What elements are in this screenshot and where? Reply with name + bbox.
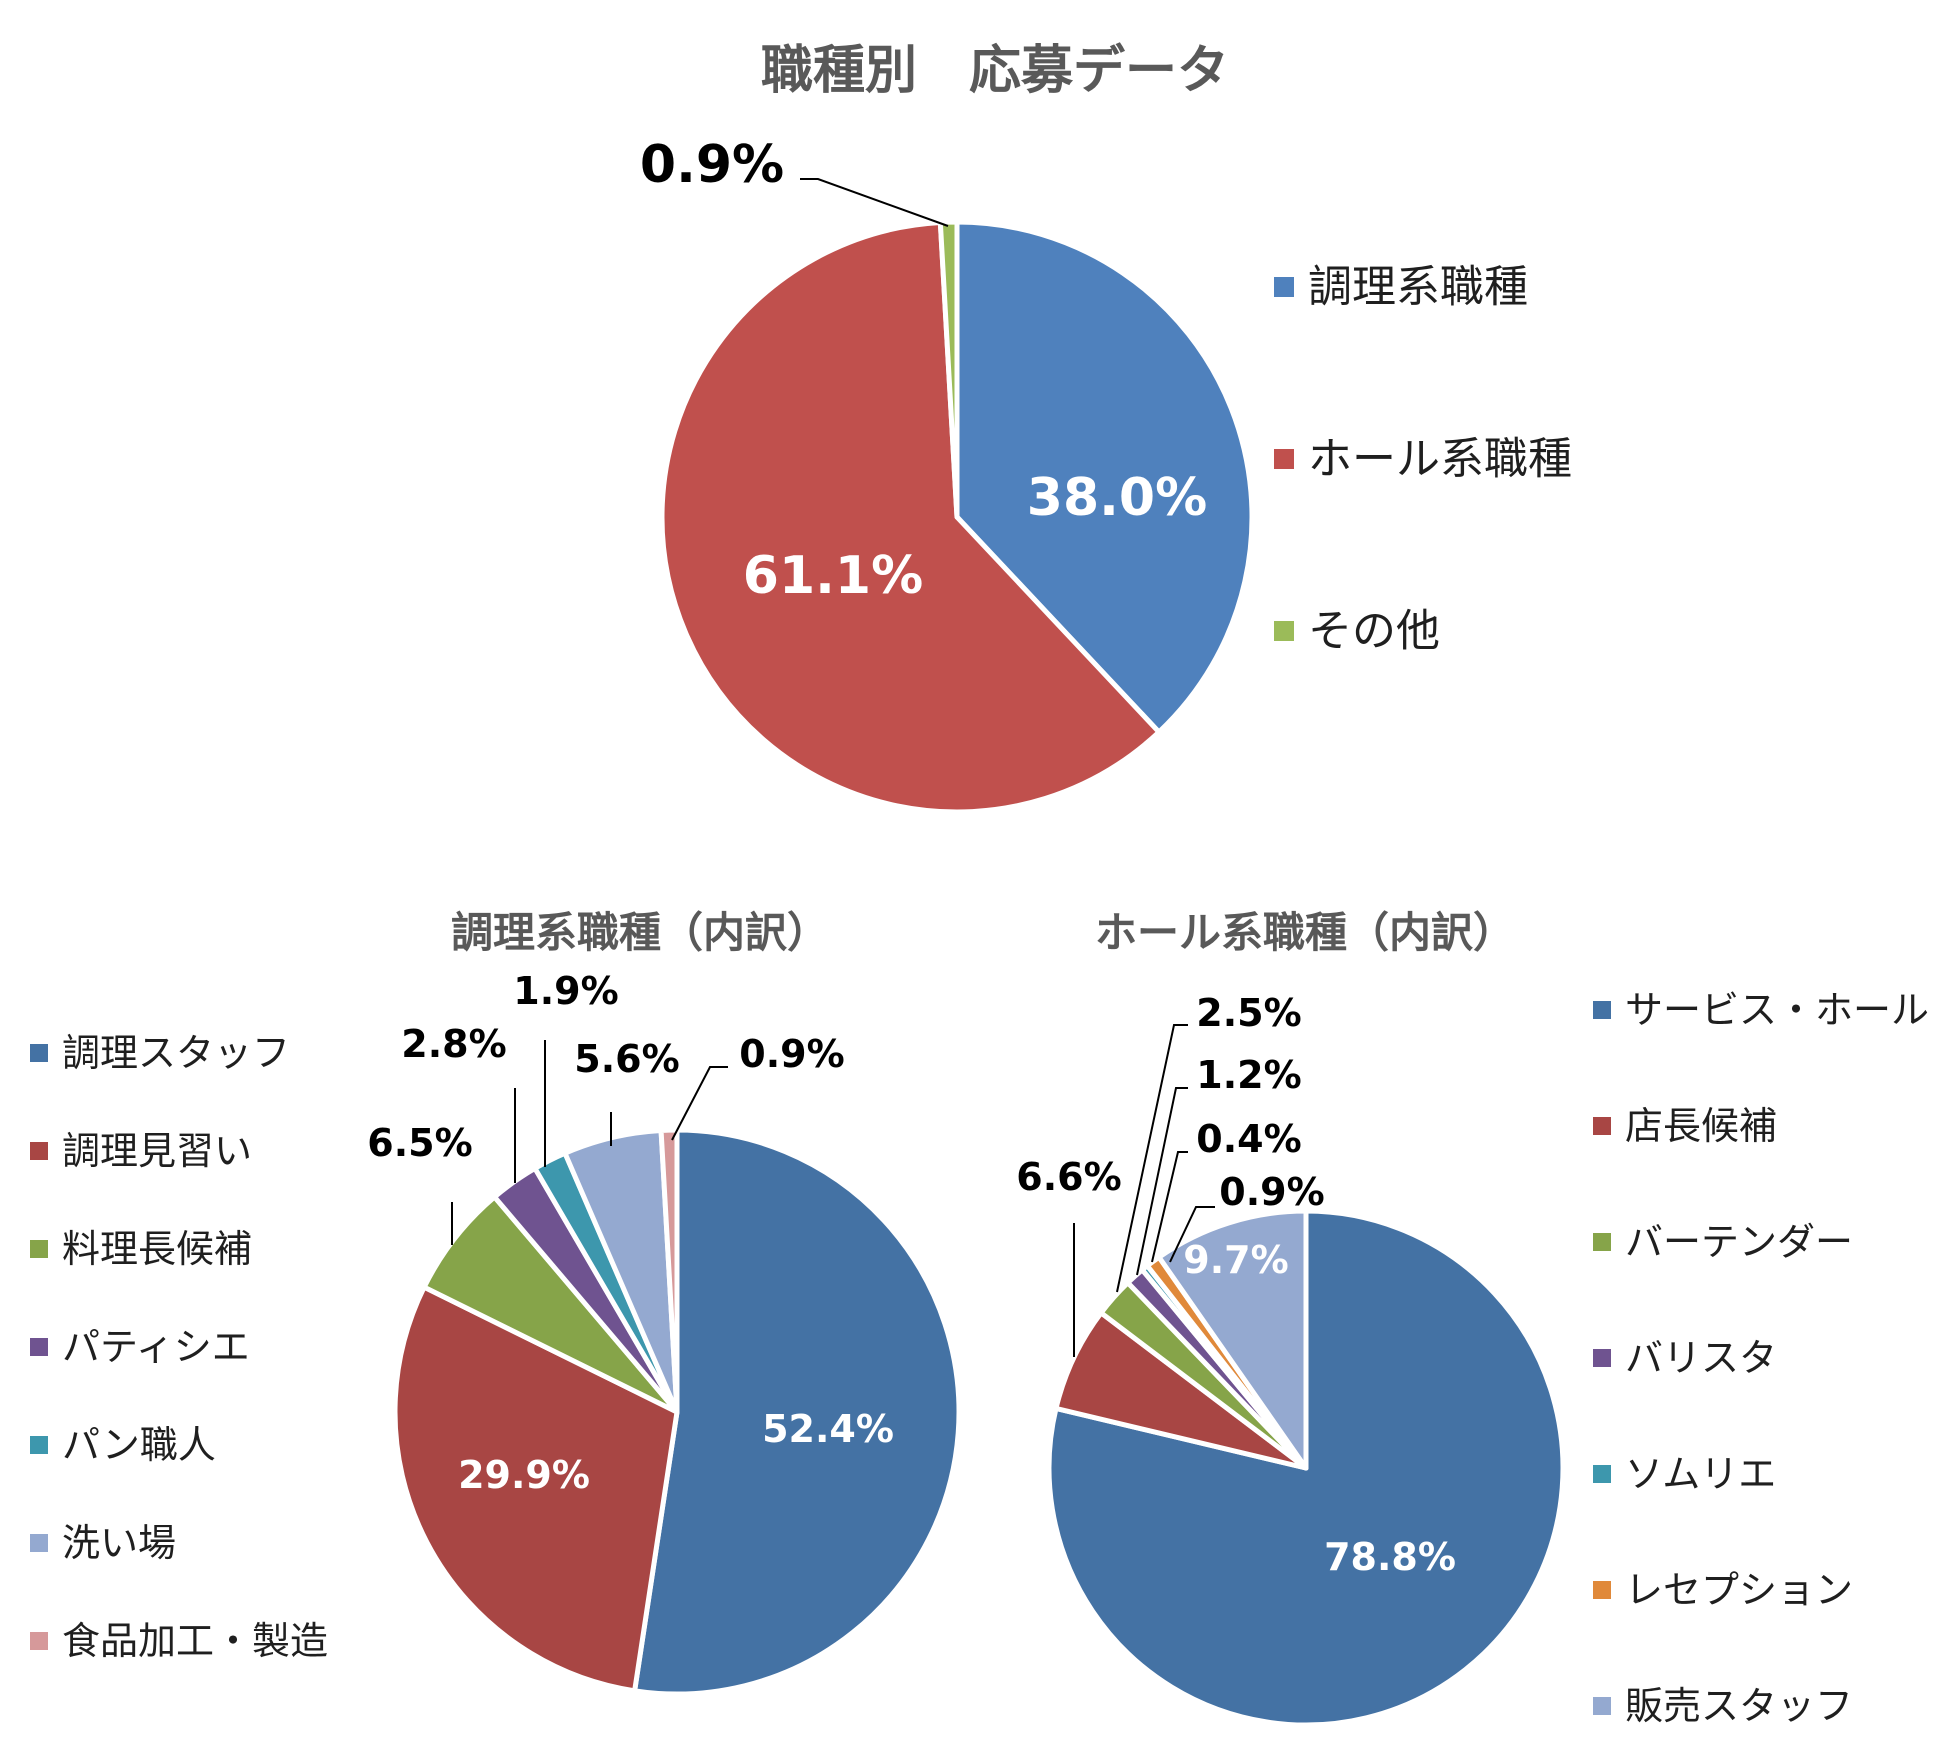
main-legend-swatch-2 (1274, 449, 1294, 469)
hall-legend-swatch-5 (1593, 1465, 1611, 1483)
cooking-leader-line-7 (671, 1066, 728, 1141)
hall-pie (1046, 1208, 1566, 1728)
main-legend-item: その他 (1274, 606, 1440, 657)
cooking-legend-label-2: 調理見習い (62, 1129, 252, 1173)
cooking-legend-item: 調理見習い (30, 1129, 252, 1173)
cooking-data-label-1: 52.4% (762, 1407, 894, 1451)
hall-data-label-4: 1.2% (1196, 1053, 1301, 1097)
cooking-legend-swatch-7 (30, 1632, 48, 1650)
cooking-slice-1 (632, 1127, 962, 1697)
hall-legend-swatch-4 (1593, 1349, 1611, 1367)
hall-legend-label-3: バーテンダー (1625, 1220, 1853, 1264)
hall-data-label-6: 0.9% (1219, 1170, 1324, 1214)
hall-legend-item: バーテンダー (1593, 1220, 1853, 1264)
hall-leader-line-3 (1116, 1024, 1188, 1293)
main-slice-2 (659, 219, 1162, 815)
cooking-legend-item: 調理スタッフ (30, 1031, 290, 1075)
cooking-legend-item: パティシエ (30, 1325, 250, 1369)
hall-data-label-3: 2.5% (1196, 991, 1301, 1035)
hall-legend-label-2: 店長候補 (1625, 1104, 1777, 1148)
main-legend-swatch-1 (1274, 277, 1294, 297)
hall-legend-swatch-7 (1593, 1697, 1611, 1715)
main-legend-item: ホール系職種 (1274, 434, 1572, 485)
cooking-legend-item: 食品加工・製造 (30, 1619, 328, 1663)
cooking-data-label-7: 0.9% (739, 1032, 844, 1076)
main-data-label-2: 61.1% (743, 546, 923, 606)
hall-legend-item: サービス・ホール (1593, 988, 1929, 1032)
chart-cooking-breakdown: 調理系職種（内訳） 52.4% 29.9% 6.5% 2.8%1.9% 5.6% 0.9%… (30, 908, 962, 1697)
cooking-legend-item: 料理長候補 (30, 1227, 252, 1271)
hall-legend-item: 店長候補 (1593, 1104, 1777, 1148)
hall-legend-item: 販売スタッフ (1593, 1684, 1853, 1728)
chart-hall-breakdown: ホール系職種（内訳） 78.8% 6.6% 2.5% 1.2% 0.4% 0.9% 9.7%… (1016, 908, 1929, 1728)
hall-legend-label-5: ソムリエ (1625, 1452, 1776, 1496)
main-legend-label-2: ホール系職種 (1308, 434, 1572, 485)
cooking-data-label-4: 2.8% (401, 1022, 506, 1066)
cooking-legend-swatch-4 (30, 1338, 48, 1356)
cooking-legend-label-7: 食品加工・製造 (62, 1619, 328, 1663)
cooking-data-label-3: 6.5% (367, 1121, 472, 1165)
main-data-label-1: 38.0% (1027, 468, 1207, 528)
hall-legend-label-6: レセプション (1625, 1568, 1853, 1612)
main-slice-1 (954, 219, 1255, 735)
hall-legend-swatch-6 (1593, 1581, 1611, 1599)
hall-legend-label-4: バリスタ (1625, 1336, 1777, 1380)
cooking-legend-label-1: 調理スタッフ (62, 1031, 290, 1075)
cooking-legend-swatch-2 (30, 1142, 48, 1160)
main-chart-title: 職種別 応募データ (761, 41, 1229, 101)
hall-legend-item: ソムリエ (1593, 1452, 1776, 1496)
hall-data-label-7: 9.7% (1183, 1238, 1288, 1282)
hall-legend-swatch-2 (1593, 1117, 1611, 1135)
hall-data-label-5: 0.4% (1196, 1117, 1301, 1161)
hall-leader-line-4 (1136, 1087, 1188, 1276)
hall-legend-item: バリスタ (1593, 1336, 1777, 1380)
hall-legend-swatch-1 (1593, 1001, 1611, 1019)
cooking-data-label-2: 29.9% (458, 1453, 590, 1497)
hall-legend-label-7: 販売スタッフ (1625, 1684, 1853, 1728)
cooking-legend-label-3: 料理長候補 (62, 1227, 252, 1271)
hall-slice-7 (1156, 1208, 1309, 1471)
hall-legend-item: レセプション (1593, 1568, 1853, 1612)
cooking-legend-label-4: パティシエ (62, 1325, 250, 1369)
cooking-legend-label-6: 洗い場 (62, 1521, 176, 1565)
hall-legend-swatch-3 (1593, 1233, 1611, 1251)
cooking-legend-swatch-6 (30, 1534, 48, 1552)
cooking-slice-2 (392, 1284, 680, 1694)
main-leader-line-3 (800, 178, 949, 227)
cooking-legend-swatch-5 (30, 1436, 48, 1454)
cooking-legend-label-5: パン職人 (62, 1423, 216, 1467)
hall-leader-line-5 (1151, 1151, 1188, 1263)
main-legend-swatch-3 (1274, 621, 1294, 641)
cooking-pie-labels: 52.4% 29.9% 6.5% 2.8%1.9% 5.6% 0.9% (367, 969, 894, 1497)
main-legend-item: 調理系職種 (1274, 262, 1528, 313)
main-pie (659, 219, 1255, 815)
main-pie-labels: 38.0% 61.1% 0.9% (640, 135, 1207, 606)
hall-legend-label-1: サービス・ホール (1625, 988, 1929, 1032)
cooking-legend-swatch-3 (30, 1240, 48, 1258)
hall-pie-labels: 78.8% 6.6% 2.5% 1.2% 0.4% 0.9% 9.7% (1016, 991, 1456, 1579)
hall-data-label-2: 6.6% (1016, 1155, 1121, 1199)
hall-leader-line-6 (1169, 1206, 1215, 1263)
cooking-data-label-6: 5.6% (574, 1037, 679, 1081)
main-data-label-3: 0.9% (640, 135, 784, 195)
cooking-legend-item: パン職人 (30, 1423, 216, 1467)
main-legend-label-1: 調理系職種 (1308, 262, 1528, 313)
hall-data-label-1: 78.8% (1324, 1535, 1456, 1579)
cooking-legend-swatch-1 (30, 1044, 48, 1062)
cooking-data-label-5: 1.9% (513, 969, 618, 1013)
cooking-legend-item: 洗い場 (30, 1521, 176, 1565)
main-legend-label-3: その他 (1308, 606, 1440, 657)
cooking-pie (392, 1127, 962, 1697)
hall-chart-title: ホール系職種（内訳） (1095, 908, 1515, 957)
cooking-chart-title: 調理系職種（内訳） (451, 908, 829, 957)
